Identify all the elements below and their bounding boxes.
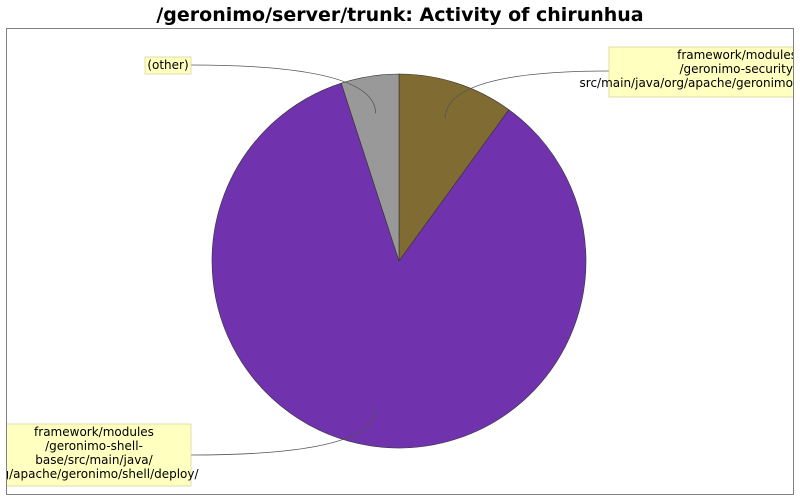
slice-label-text-2: (other) xyxy=(147,58,188,72)
slice-label-box-1 xyxy=(7,423,192,487)
slices-layer xyxy=(211,73,587,449)
slice-label-box-2 xyxy=(144,56,192,75)
slice-label-0: framework/modules/geronimo-security/src/… xyxy=(580,46,798,98)
slice-label-text-0: framework/modules/geronimo-security/src/… xyxy=(580,48,798,90)
slice-label-1: framework/modules/geronimo-shell-base/sr… xyxy=(0,423,200,487)
leader-line-2 xyxy=(190,64,376,114)
chart-title: /geronimo/server/trunk: Activity of chir… xyxy=(156,4,644,26)
pie-slice-2 xyxy=(340,73,400,262)
slice-labels: framework/modules/geronimo-security/src/… xyxy=(0,46,798,487)
pie-slice-1 xyxy=(211,82,587,449)
slice-label-2: (other) xyxy=(144,56,192,75)
slice-label-text-1: framework/modules/geronimo-shell-base/sr… xyxy=(0,425,200,481)
pie-slice-0 xyxy=(398,73,510,262)
leader-line-1 xyxy=(190,408,376,456)
slice-label-box-0 xyxy=(608,46,793,98)
leader-line-0 xyxy=(444,70,610,119)
leader-lines xyxy=(190,64,610,456)
